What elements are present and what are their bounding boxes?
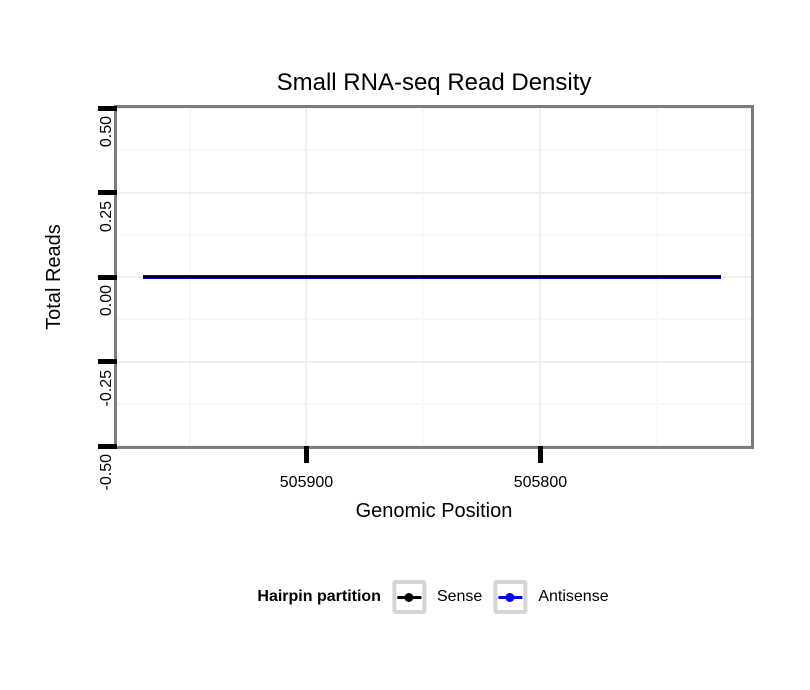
gridline-y-major bbox=[117, 191, 751, 194]
y-tick-label: -0.25 bbox=[98, 369, 115, 406]
legend-key-sense bbox=[391, 580, 426, 614]
gridline-y-minor bbox=[117, 318, 751, 321]
y-axis-title: Total Reads bbox=[43, 224, 65, 330]
gridline-y-major bbox=[117, 360, 751, 363]
x-axis-tick bbox=[303, 446, 309, 463]
x-axis-title: Genomic Position bbox=[355, 500, 513, 522]
legend-label-antisense: Antisense bbox=[538, 588, 609, 605]
plot-panel bbox=[114, 105, 754, 449]
y-axis-tick bbox=[98, 105, 117, 111]
gridline-y-major bbox=[117, 445, 751, 446]
x-axis-tick bbox=[537, 446, 543, 463]
gridline-y-major bbox=[117, 108, 751, 109]
legend: Hairpin partition Sense Antisense bbox=[257, 580, 609, 614]
x-tick-label: 505900 bbox=[279, 474, 334, 491]
y-axis-tick bbox=[98, 274, 117, 280]
y-axis-tick bbox=[98, 443, 117, 449]
y-tick-label: -0.50 bbox=[98, 454, 115, 491]
y-tick-label: 0.00 bbox=[98, 285, 115, 317]
series-line-sense bbox=[142, 276, 721, 278]
y-tick-label: 0.50 bbox=[98, 116, 115, 148]
legend-title: Hairpin partition bbox=[257, 588, 381, 605]
sense-point-icon bbox=[404, 592, 414, 602]
legend-key-antisense bbox=[493, 580, 528, 614]
antisense-point-icon bbox=[505, 592, 515, 602]
chart-title: Small RNA-seq Read Density bbox=[276, 69, 592, 96]
gridline-y-minor bbox=[117, 233, 751, 236]
y-axis-tick bbox=[98, 359, 117, 364]
legend-label-sense: Sense bbox=[436, 588, 483, 605]
y-tick-label: 0.25 bbox=[98, 200, 115, 232]
y-axis-tick bbox=[98, 190, 117, 195]
x-tick-label: 505800 bbox=[513, 474, 568, 491]
gridline-y-minor bbox=[117, 149, 751, 152]
gridline-y-minor bbox=[117, 402, 751, 405]
